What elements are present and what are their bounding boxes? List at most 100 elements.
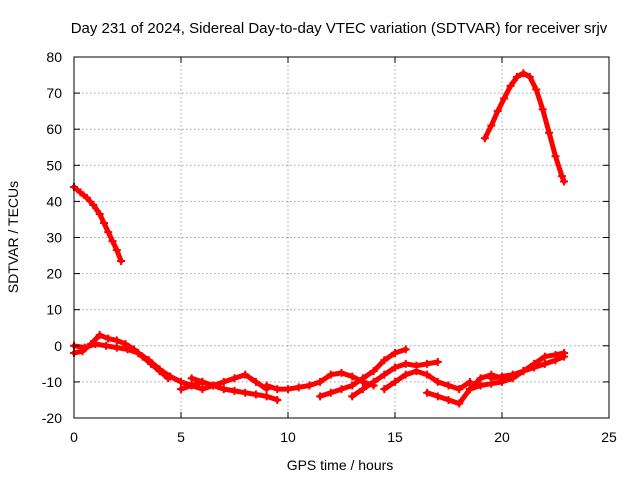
data-point (348, 392, 357, 401)
data-point (412, 367, 421, 376)
data-point (551, 356, 560, 365)
y-tick-label: -20 (42, 410, 62, 426)
data-point (198, 377, 207, 386)
data-point (530, 363, 539, 372)
data-point (519, 367, 528, 376)
data-point (508, 370, 517, 379)
y-tick-label: 0 (54, 338, 62, 354)
data-point (433, 392, 442, 401)
series-arc-1 (70, 182, 126, 265)
data-point (117, 256, 126, 265)
data-point (433, 377, 442, 386)
series-line (482, 70, 567, 184)
data-point (138, 352, 147, 361)
data-point (251, 377, 260, 386)
data-point (147, 359, 156, 368)
data-point (512, 72, 521, 81)
data-point (187, 374, 196, 383)
data-point (500, 94, 509, 103)
data-point (557, 172, 566, 181)
y-tick-label: 30 (46, 230, 62, 246)
x-tick-label: 15 (387, 429, 403, 445)
data-point (108, 237, 117, 246)
y-tick-label: 20 (46, 266, 62, 282)
x-tick-label: 0 (70, 429, 78, 445)
data-point (326, 388, 335, 397)
data-point (423, 370, 432, 379)
x-tick-label: 25 (601, 429, 617, 445)
data-point (465, 377, 474, 386)
data-point (95, 330, 104, 339)
data-point (348, 372, 357, 381)
data-point (112, 246, 121, 255)
data-point (423, 359, 432, 368)
data-point (104, 334, 113, 343)
data-point (465, 385, 474, 394)
y-tick-label: 10 (46, 302, 62, 318)
series-line (71, 332, 171, 381)
data-point (337, 385, 346, 394)
data-point (476, 374, 485, 383)
data-point (480, 134, 489, 143)
data-point (230, 386, 239, 395)
data-point (444, 395, 453, 404)
data-point (284, 385, 292, 394)
data-point (538, 105, 547, 114)
data-point (187, 381, 196, 390)
data-point (401, 345, 410, 354)
y-tick-label: 80 (46, 49, 62, 65)
data-point (506, 81, 515, 90)
data-point (540, 352, 549, 361)
data-point (102, 341, 111, 350)
data-point (112, 336, 121, 345)
x-tick-label: 20 (494, 429, 510, 445)
data-point (230, 374, 239, 383)
data-point (104, 228, 113, 237)
data-point (369, 377, 378, 386)
data-point (348, 381, 357, 390)
data-point (326, 370, 335, 379)
data-point (316, 392, 325, 401)
data-point (129, 345, 138, 354)
data-point (493, 107, 502, 116)
y-tick-label: 60 (46, 121, 62, 137)
data-point (532, 85, 541, 94)
data-point (82, 193, 91, 202)
data-point (241, 370, 250, 379)
tick-layer: 0 5 10 15 20 25 -20 -10 0 10 20 30 40 50 60 70 80 (42, 49, 617, 445)
data-point (219, 377, 228, 386)
data-point (401, 359, 410, 368)
data-point (487, 121, 496, 130)
data-point (455, 385, 464, 394)
data-point (87, 339, 96, 348)
data-point (369, 367, 378, 376)
data-point (498, 372, 506, 381)
data-point (316, 377, 325, 386)
data-point (89, 201, 98, 210)
data-point (358, 385, 367, 394)
data-layer (70, 69, 569, 408)
data-point (455, 399, 464, 408)
y-tick-label: 40 (46, 193, 62, 209)
y-tick-label: -10 (42, 374, 62, 390)
data-point (262, 381, 271, 390)
data-point (560, 177, 569, 186)
data-point (401, 370, 410, 379)
data-point (380, 370, 389, 379)
data-point (487, 374, 496, 383)
data-point (112, 343, 121, 352)
series-line (71, 184, 124, 264)
data-point (78, 347, 87, 356)
data-point (444, 381, 453, 390)
data-point (177, 385, 185, 394)
data-point (95, 210, 104, 219)
data-point (177, 377, 185, 386)
x-tick-label: 5 (177, 429, 185, 445)
data-point (476, 381, 485, 390)
data-point (337, 368, 346, 377)
data-point (391, 377, 399, 386)
data-point (164, 374, 173, 383)
series-arc-2 (480, 69, 569, 186)
data-point (273, 385, 282, 394)
